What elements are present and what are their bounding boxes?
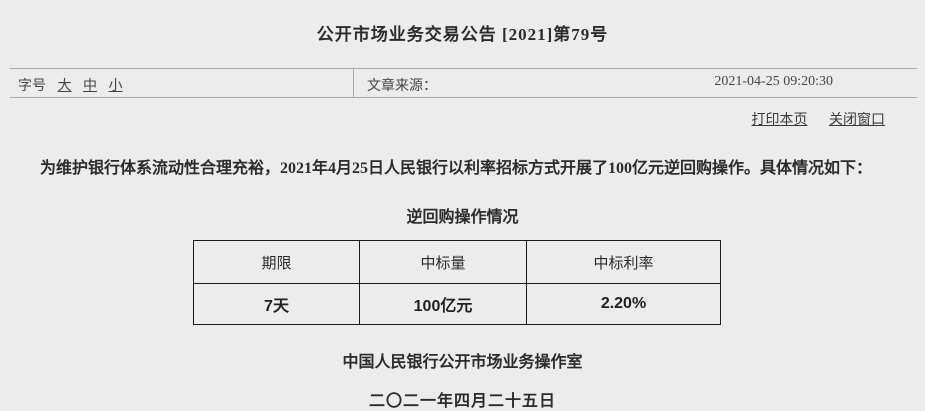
issuer-signature: 中国人民银行公开市场业务操作室 xyxy=(342,354,583,371)
font-size-small-link[interactable]: 小 xyxy=(108,79,123,94)
reverse-repo-table: 期限 中标量 中标利率 7天 100亿元 2.20% xyxy=(193,240,721,325)
cell-term: 7天 xyxy=(193,283,360,325)
font-size-label: 字号 xyxy=(18,79,46,94)
header-rate: 中标利率 xyxy=(526,240,721,284)
divider-top xyxy=(10,68,917,69)
header-amount: 中标量 xyxy=(359,240,527,284)
divider-bottom xyxy=(10,97,917,98)
print-page-link[interactable]: 打印本页 xyxy=(751,113,808,128)
close-window-link[interactable]: 关闭窗口 xyxy=(829,113,885,128)
announcement-date: 二〇二一年四月二十五日 xyxy=(368,393,556,410)
publish-timestamp: 2021-04-25 09:20:30 xyxy=(714,74,833,89)
table-title: 逆回购操作情况 xyxy=(406,209,519,226)
header-term: 期限 xyxy=(193,240,360,284)
toolbar-vertical-divider xyxy=(353,69,354,97)
font-size-control: 字号 大 中 小 xyxy=(18,75,123,95)
action-links: 打印本页 关闭窗口 xyxy=(734,109,886,129)
table-header-row: 期限 中标量 中标利率 xyxy=(193,240,721,284)
font-size-large-link[interactable]: 大 xyxy=(57,79,72,94)
page-title: 公开市场业务交易公告 [2021]第79号 xyxy=(316,25,609,44)
article-source-label: 文章来源： xyxy=(367,79,437,94)
table-row: 7天 100亿元 2.20% xyxy=(193,283,721,325)
font-size-medium-link[interactable]: 中 xyxy=(83,79,97,94)
announcement-paragraph: 为维护银行体系流动性合理充裕，2021年4月25日人民银行以利率招标方式开展了1… xyxy=(40,160,873,177)
cell-amount: 100亿元 xyxy=(359,283,527,325)
cell-rate: 2.20% xyxy=(526,283,721,325)
